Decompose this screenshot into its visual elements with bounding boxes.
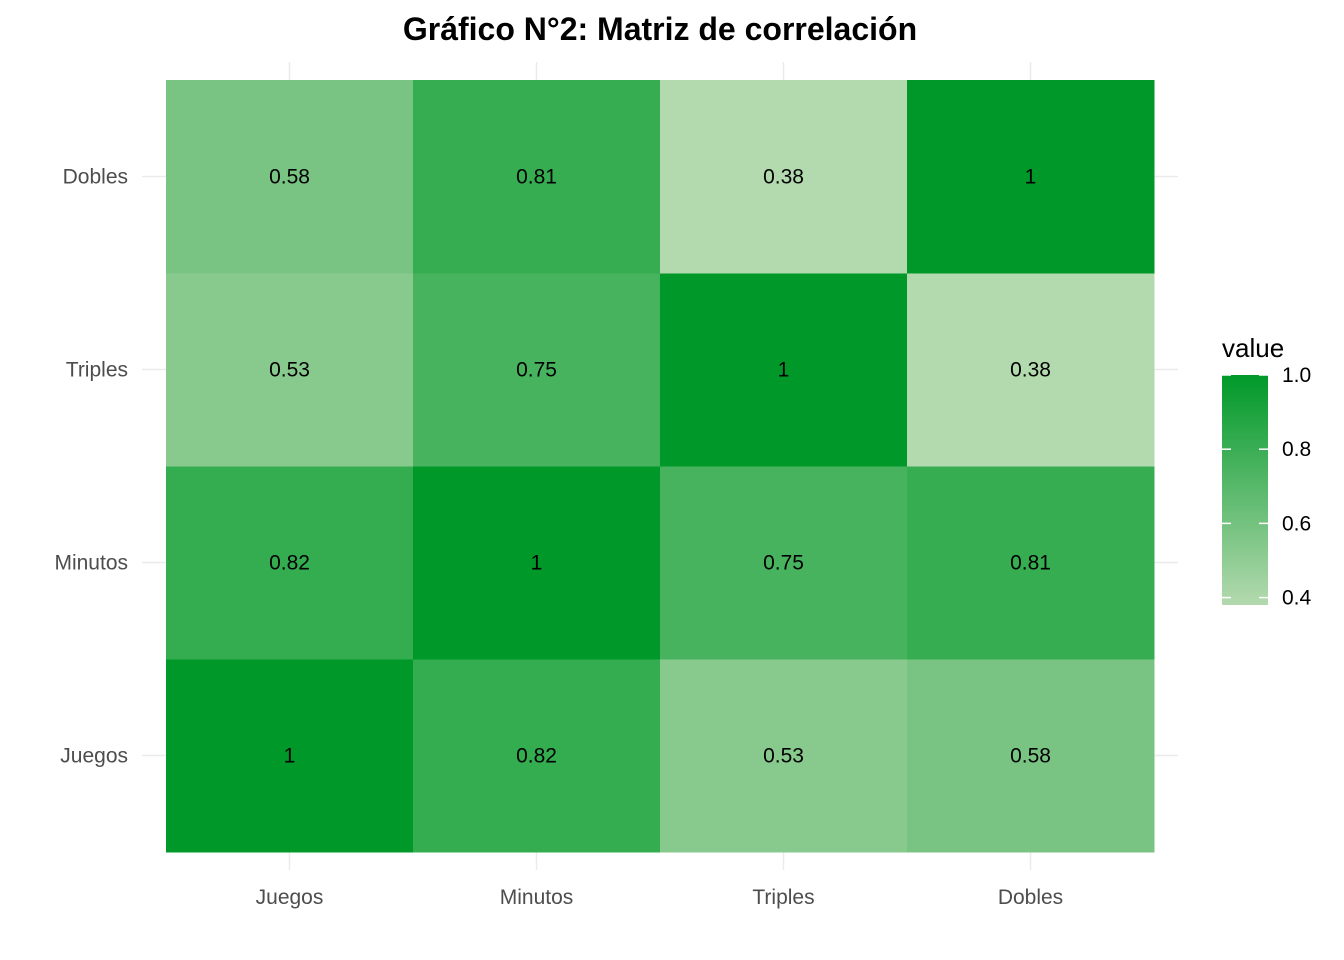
cell-label: 0.75 <box>516 359 557 382</box>
heatmap-cell <box>907 659 1155 853</box>
heatmap-cell <box>166 80 414 274</box>
cell-label: 0.58 <box>1010 745 1051 768</box>
y-tick-label: Juegos <box>60 745 128 768</box>
cell-label: 1 <box>778 359 790 382</box>
heatmap-cell <box>660 659 908 853</box>
x-axis: Juegos Minutos Triples Dobles <box>256 886 1064 909</box>
cell-label: 0.82 <box>516 745 557 768</box>
cell-label: 0.53 <box>763 745 804 768</box>
cell-label: 0.38 <box>1010 359 1051 382</box>
heatmap-cell <box>660 80 908 274</box>
cell-label: 0.82 <box>269 552 310 575</box>
color-legend: value 0.4 0.6 0.8 1.0 <box>1222 333 1312 610</box>
x-tick-label: Juegos <box>256 886 324 909</box>
cell-label: 0.58 <box>269 166 310 189</box>
heatmap-cell <box>907 466 1155 660</box>
heatmap-cell <box>660 466 908 660</box>
legend-title: value <box>1222 333 1284 363</box>
heatmap-cell <box>166 466 414 660</box>
cell-label: 1 <box>284 745 296 768</box>
legend-tick-label: 0.8 <box>1282 438 1311 461</box>
heatmap-cell <box>660 273 908 467</box>
heatmap-cell <box>413 466 661 660</box>
cell-label: 0.81 <box>1010 552 1051 575</box>
cell-label: 0.75 <box>763 552 804 575</box>
heatmap-cells <box>166 80 1155 853</box>
x-tick-label: Triples <box>752 886 814 909</box>
y-tick-label: Dobles <box>63 166 128 189</box>
y-tick-label: Minutos <box>54 552 128 575</box>
x-tick-label: Dobles <box>998 886 1063 909</box>
heatmap-cell <box>166 273 414 467</box>
legend-tick-label: 1.0 <box>1282 364 1311 387</box>
heatmap-cell <box>907 273 1155 467</box>
legend-tick-label: 0.6 <box>1282 512 1311 535</box>
legend-color-bar <box>1222 375 1268 605</box>
chart-title: Gráfico N°2: Matriz de correlación <box>403 11 917 47</box>
heatmap-cell <box>413 273 661 467</box>
cell-label: 0.53 <box>269 359 310 382</box>
cell-label: 1 <box>1025 166 1037 189</box>
legend-tick-label: 0.4 <box>1282 587 1312 610</box>
heatmap-cell <box>166 659 414 853</box>
y-axis: Juegos Minutos Triples Dobles <box>54 166 128 768</box>
cell-label: 0.81 <box>516 166 557 189</box>
heatmap-cell <box>413 659 661 853</box>
x-tick-label: Minutos <box>500 886 574 909</box>
cell-label: 0.38 <box>763 166 804 189</box>
heatmap-cell <box>413 80 661 274</box>
cell-label: 1 <box>531 552 543 575</box>
heatmap-cell-labels: 1 0.82 0.53 0.58 0.82 1 0.75 0.81 0.53 0.75 1 0.38 0… <box>269 166 1051 768</box>
y-tick-label: Triples <box>66 359 128 382</box>
heatmap-cell <box>907 80 1155 274</box>
